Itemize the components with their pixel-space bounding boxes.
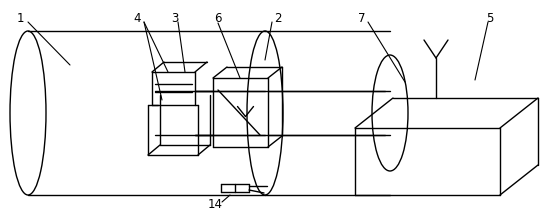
Text: 2: 2: [274, 11, 282, 25]
Text: 3: 3: [172, 11, 179, 25]
Text: 14: 14: [208, 198, 222, 212]
Text: 7: 7: [358, 11, 366, 25]
Text: 4: 4: [133, 11, 141, 25]
Ellipse shape: [372, 55, 408, 171]
Text: 5: 5: [486, 11, 494, 25]
Text: 6: 6: [214, 11, 222, 25]
Text: 1: 1: [16, 11, 24, 25]
Ellipse shape: [247, 31, 283, 195]
